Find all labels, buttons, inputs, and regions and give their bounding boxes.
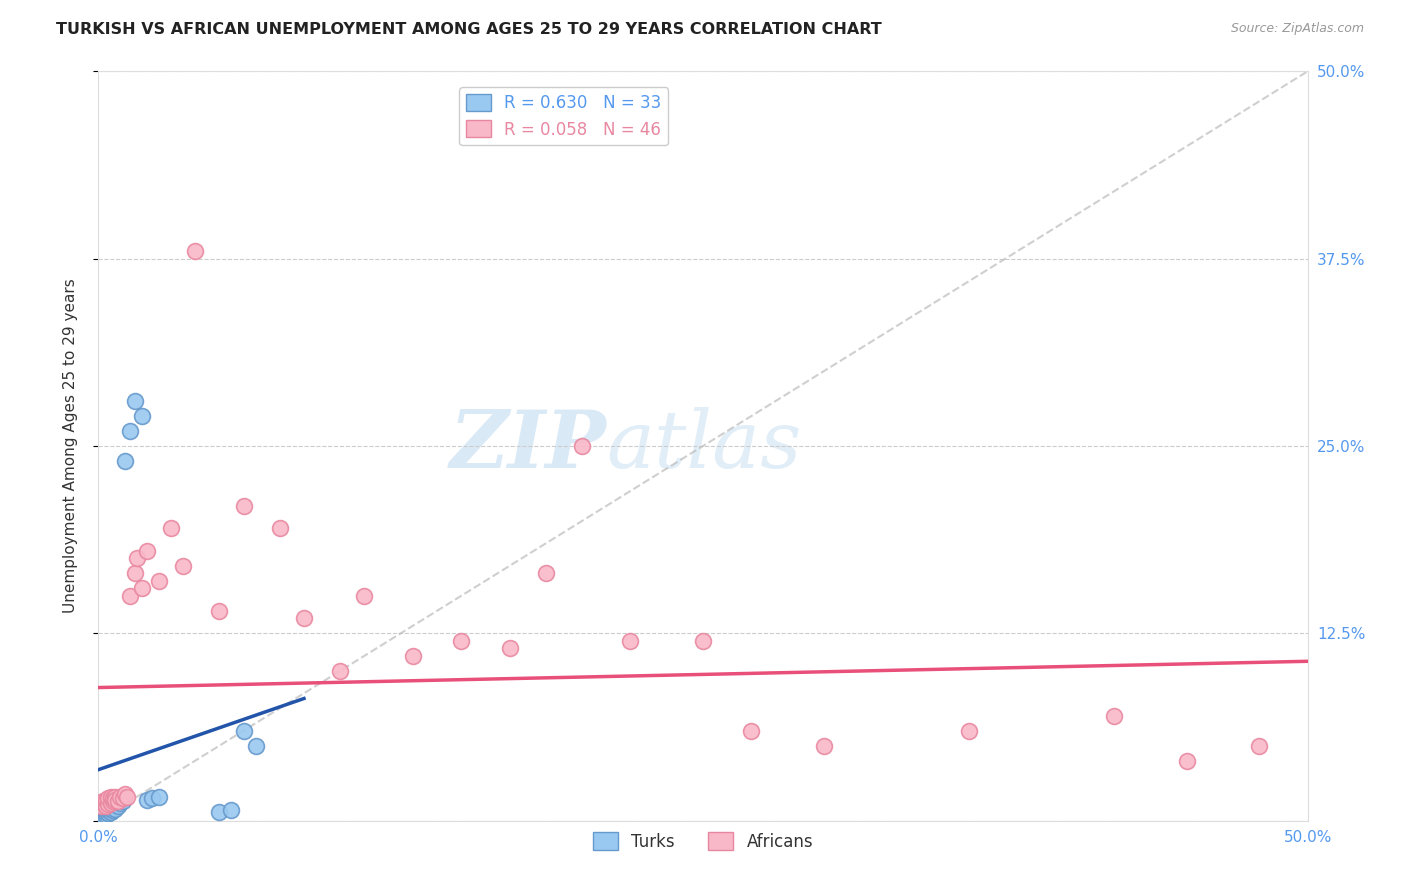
Point: [101, 803, 124, 817]
Y-axis label: Unemployment Among Ages 25 to 29 years: Unemployment Among Ages 25 to 29 years: [63, 278, 77, 614]
Point: [101, 794, 124, 808]
Point: [221, 803, 243, 817]
Point: [571, 439, 593, 453]
Point: [135, 544, 157, 558]
Point: [131, 409, 153, 423]
Point: [124, 566, 146, 581]
Point: [111, 791, 134, 805]
Point: [94, 798, 117, 813]
Point: [91, 806, 114, 821]
Point: [91, 809, 114, 823]
Point: [90, 807, 112, 822]
Point: [108, 796, 131, 810]
Point: [101, 800, 124, 814]
Point: [1249, 739, 1271, 753]
Point: [101, 791, 124, 805]
Point: [107, 798, 129, 813]
Point: [97, 803, 120, 817]
Point: [208, 604, 231, 618]
Point: [184, 244, 207, 259]
Point: [148, 789, 170, 804]
Point: [108, 789, 131, 804]
Point: [107, 794, 129, 808]
Point: [104, 789, 127, 804]
Point: [127, 551, 149, 566]
Point: [97, 791, 120, 805]
Point: [1102, 708, 1125, 723]
Point: [353, 589, 375, 603]
Point: [160, 521, 183, 535]
Point: [292, 611, 315, 625]
Point: [90, 811, 112, 825]
Text: Source: ZipAtlas.com: Source: ZipAtlas.com: [1230, 22, 1364, 36]
Point: [114, 454, 136, 468]
Point: [131, 582, 153, 596]
Point: [100, 789, 122, 804]
Point: [118, 589, 141, 603]
Point: [94, 805, 117, 819]
Point: [813, 739, 835, 753]
Point: [450, 633, 472, 648]
Point: [91, 796, 114, 810]
Point: [124, 394, 146, 409]
Point: [90, 809, 112, 823]
Point: [1175, 754, 1198, 768]
Text: ZIP: ZIP: [450, 408, 606, 484]
Point: [104, 797, 127, 812]
Point: [97, 806, 120, 821]
Point: [148, 574, 170, 588]
Point: [118, 424, 141, 438]
Point: [100, 798, 122, 813]
Point: [104, 792, 127, 806]
Point: [90, 798, 112, 813]
Point: [91, 803, 114, 817]
Point: [245, 739, 267, 753]
Point: [91, 794, 114, 808]
Point: [232, 723, 254, 738]
Point: [534, 566, 557, 581]
Point: [97, 800, 120, 814]
Point: [111, 794, 134, 808]
Point: [141, 791, 163, 805]
Point: [100, 796, 122, 810]
Point: [135, 792, 157, 806]
Point: [117, 789, 139, 804]
Point: [957, 723, 980, 738]
Point: [619, 633, 641, 648]
Point: [402, 648, 425, 663]
Point: [172, 558, 194, 573]
Point: [104, 802, 127, 816]
Point: [208, 805, 231, 819]
Point: [498, 641, 520, 656]
Point: [329, 664, 352, 678]
Point: [114, 787, 136, 801]
Point: [97, 797, 120, 812]
Point: [232, 499, 254, 513]
Point: [100, 805, 122, 819]
Legend: Turks, Africans: Turks, Africans: [586, 826, 820, 857]
Point: [94, 802, 117, 816]
Point: [100, 802, 122, 816]
Point: [692, 633, 714, 648]
Text: TURKISH VS AFRICAN UNEMPLOYMENT AMONG AGES 25 TO 29 YEARS CORRELATION CHART: TURKISH VS AFRICAN UNEMPLOYMENT AMONG AG…: [56, 22, 882, 37]
Point: [94, 792, 117, 806]
Point: [269, 521, 291, 535]
Text: atlas: atlas: [606, 408, 801, 484]
Point: [740, 723, 762, 738]
Point: [94, 807, 117, 822]
